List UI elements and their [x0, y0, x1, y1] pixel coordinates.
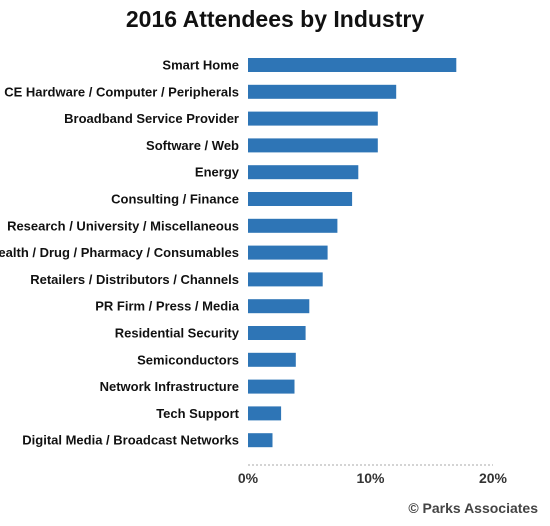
bar [248, 433, 273, 448]
x-tick-label: 0% [238, 470, 259, 486]
bar [248, 272, 323, 287]
bar [248, 84, 397, 99]
bar [248, 165, 359, 180]
bar [248, 245, 328, 260]
bar [248, 138, 378, 153]
x-tick-label: 10% [356, 470, 385, 486]
bar [248, 192, 353, 206]
category-label: Research / University / Miscellaneous [7, 218, 239, 233]
bar [248, 352, 296, 367]
x-tick-label: 20% [479, 470, 508, 486]
bar [248, 406, 282, 421]
bar [248, 58, 457, 72]
category-label: Semiconductors [137, 352, 239, 367]
category-label: Retailers / Distributors / Channels [30, 272, 239, 287]
bar [248, 299, 310, 314]
category-label: Smart Home [162, 58, 239, 73]
credit-text: © Parks Associates [408, 500, 538, 516]
bar [248, 326, 306, 340]
category-label: Health / Drug / Pharmacy / Consumables [0, 245, 239, 260]
chart-title: 2016 Attendees by Industry [125, 6, 425, 32]
category-label: Energy [195, 165, 240, 180]
category-label: Digital Media / Broadcast Networks [22, 433, 239, 448]
category-label: PR Firm / Press / Media [95, 299, 240, 314]
category-label: Network Infrastructure [100, 379, 239, 394]
category-label: Software / Web [146, 138, 239, 153]
category-label: Consulting / Finance [111, 192, 239, 207]
bar [248, 218, 338, 233]
category-label: Broadband Service Provider [64, 111, 239, 126]
category-label: CE Hardware / Computer / Peripherals [4, 84, 239, 99]
bar [248, 379, 295, 394]
category-label: Tech Support [156, 406, 239, 421]
category-label: Residential Security [115, 326, 240, 341]
bar [248, 111, 378, 126]
